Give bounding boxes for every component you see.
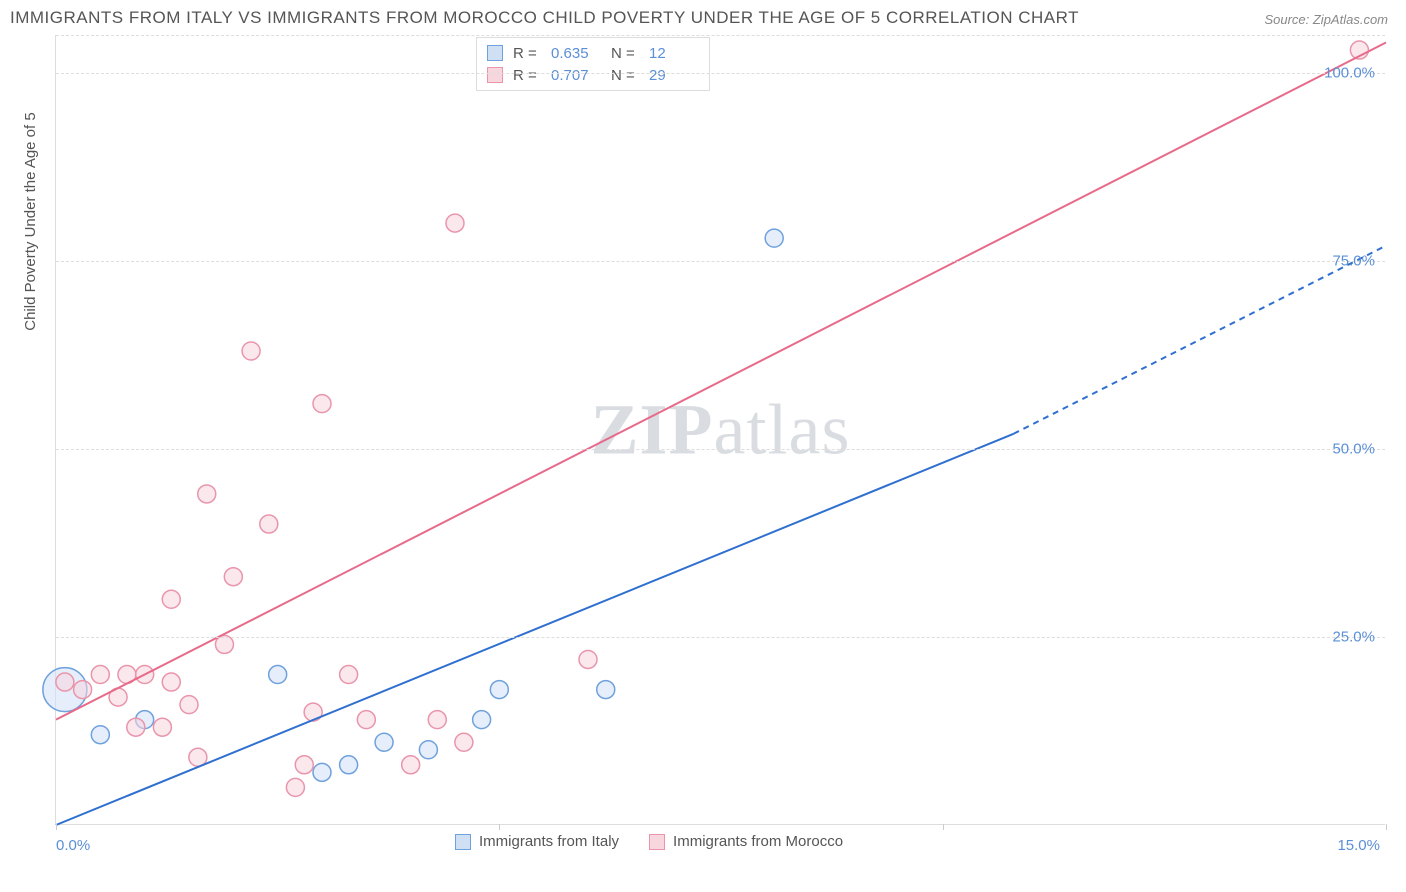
gridline [56,73,1385,74]
legend-item: Immigrants from Morocco [649,833,843,850]
data-point [260,515,278,533]
gridline [56,261,1385,262]
x-tick [1386,824,1387,830]
data-point [340,666,358,684]
data-point [357,711,375,729]
data-point [402,756,420,774]
plot-area: ZIPatlas R = 0.635 N = 12 R = 0.707 N = … [55,35,1385,825]
data-point [313,395,331,413]
data-point [224,568,242,586]
plot-svg [56,35,1385,824]
data-point [455,733,473,751]
data-point [74,681,92,699]
gridline [56,449,1385,450]
x-tick [943,824,944,830]
data-point [91,726,109,744]
legend-label: Immigrants from Morocco [673,833,843,850]
data-point [286,778,304,796]
gridline [56,35,1385,36]
chart-title: IMMIGRANTS FROM ITALY VS IMMIGRANTS FROM… [10,8,1079,28]
legend-series: Immigrants from Italy Immigrants from Mor… [455,833,843,850]
source-label: Source: ZipAtlas.com [1264,12,1388,27]
y-tick-label: 25.0% [1332,628,1375,645]
data-point [340,756,358,774]
data-point [313,763,331,781]
x-tick-label: 0.0% [56,837,90,854]
data-point [295,756,313,774]
data-point [162,673,180,691]
data-point [446,214,464,232]
swatch-icon [455,834,471,850]
data-point [375,733,393,751]
data-point [127,718,145,736]
data-point [153,718,171,736]
data-point [56,673,74,691]
y-tick-label: 100.0% [1324,64,1375,81]
gridline [56,637,1385,638]
data-point [473,711,491,729]
data-point [242,342,260,360]
data-point [490,681,508,699]
y-axis-title: Child Poverty Under the Age of 5 [22,112,39,330]
trend-line [1014,246,1386,434]
x-tick-label: 15.0% [1337,837,1380,854]
data-point [162,590,180,608]
x-tick [499,824,500,830]
swatch-icon [649,834,665,850]
data-point [180,696,198,714]
trend-line [56,43,1386,720]
x-tick [56,824,57,830]
data-point [419,741,437,759]
data-point [428,711,446,729]
legend-label: Immigrants from Italy [479,833,619,850]
data-point [91,666,109,684]
data-point [765,229,783,247]
y-tick-label: 75.0% [1332,252,1375,269]
legend-item: Immigrants from Italy [455,833,619,850]
data-point [597,681,615,699]
data-point [579,650,597,668]
data-point [269,666,287,684]
data-point [198,485,216,503]
y-tick-label: 50.0% [1332,440,1375,457]
